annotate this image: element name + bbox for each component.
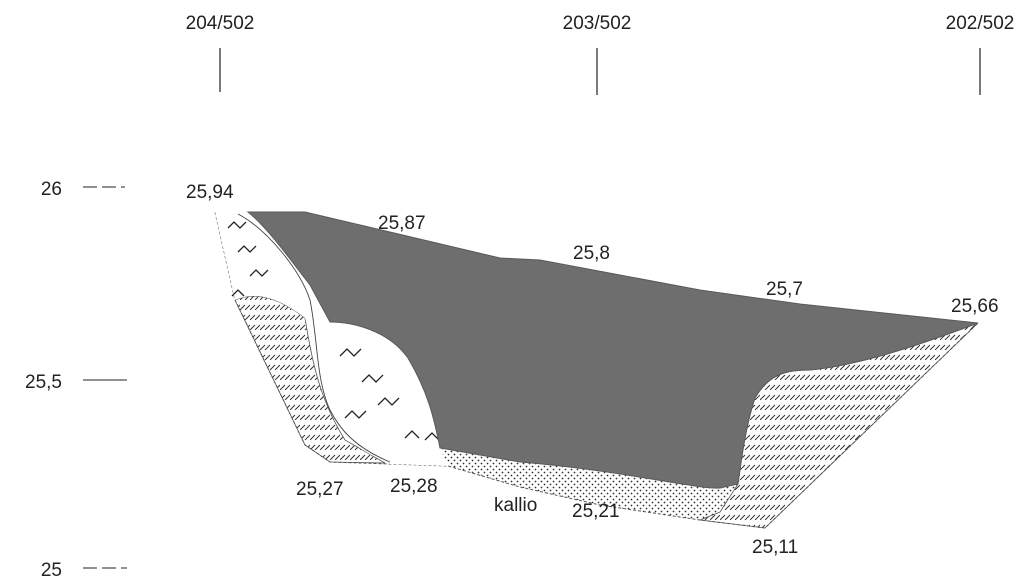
station-label-2: 203/502	[563, 13, 632, 34]
rock-label: kallio	[494, 495, 537, 516]
elevation-bottom-1: 25,27	[296, 479, 344, 500]
station-label-3: 202/502	[946, 13, 1015, 34]
elevation-bottom-4: 25,11	[752, 537, 798, 558]
axis-label-25-5: 25,5	[25, 372, 62, 393]
organic-symbols	[227, 221, 440, 441]
axis-label-25: 25	[41, 560, 62, 581]
organic-boundary-curve	[237, 213, 391, 463]
elevation-left-top: 25,94	[186, 182, 234, 203]
station-label-1: 204/502	[186, 13, 255, 34]
elevation-right-top: 25,66	[951, 296, 999, 317]
bottom-sand-layer	[440, 448, 740, 520]
elevation-bottom-2: 25,28	[390, 476, 438, 497]
water-body	[246, 211, 979, 489]
left-sediment-hatch	[234, 295, 386, 464]
elevation-top-2: 25,8	[573, 243, 610, 264]
axis-label-26: 26	[41, 179, 62, 200]
elevation-bottom-3: 25,21	[572, 501, 620, 522]
elevation-top-3: 25,7	[766, 279, 803, 300]
elevation-top-1: 25,87	[378, 213, 426, 234]
